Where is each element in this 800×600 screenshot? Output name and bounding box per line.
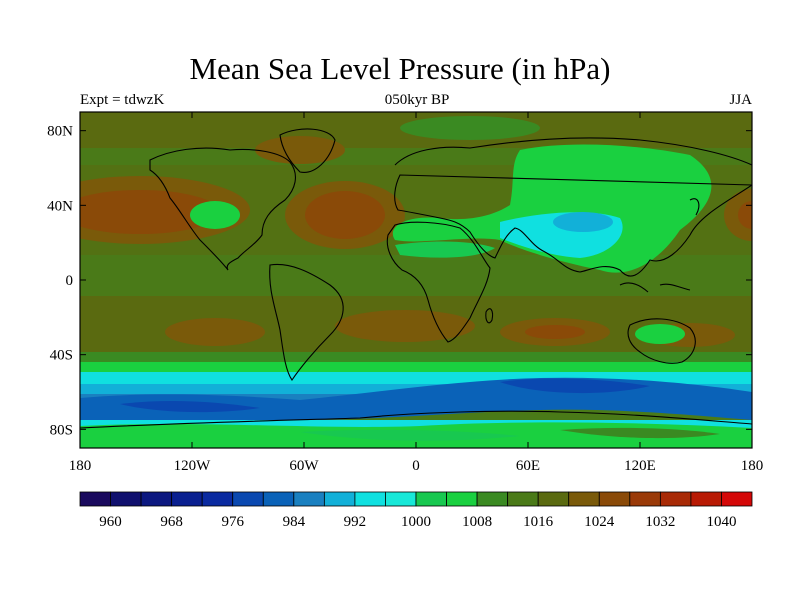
colorbar-swatch <box>354 491 386 507</box>
colorbar-swatch <box>568 491 600 507</box>
colorbar-swatch <box>721 491 753 507</box>
lon-tick-label: 180 <box>741 458 764 474</box>
time-label: 050kyr BP <box>384 92 450 108</box>
colorbar-swatch <box>659 491 692 507</box>
longitude-axis: 180 120W 60W 0 60E 120E 180 <box>69 112 764 474</box>
colorbar-label: 1008 <box>462 514 492 530</box>
colorbar-swatch <box>232 491 264 507</box>
colorbar-swatch <box>629 491 661 507</box>
colorbar-label: 1016 <box>523 514 554 530</box>
colorbar-swatch <box>507 491 539 507</box>
pressure-field <box>80 112 752 448</box>
colorbar-swatch <box>201 491 234 507</box>
chart-title: Mean Sea Level Pressure (in hPa) <box>189 51 611 86</box>
coastlines <box>80 128 752 429</box>
colorbar-label: 984 <box>283 514 306 530</box>
colorbar-swatch <box>690 491 722 507</box>
colorbar-swatch <box>293 491 325 507</box>
lat-tick-label: 80N <box>47 124 73 140</box>
colorbar-label: 992 <box>344 514 367 530</box>
colorbar-swatch <box>79 491 111 507</box>
colorbar-label: 976 <box>221 514 244 530</box>
colorbar-swatch <box>140 491 173 507</box>
colorbar-swatch <box>110 491 142 507</box>
colorbar-label: 960 <box>99 514 122 530</box>
lat-tick-label: 40S <box>50 348 73 364</box>
experiment-label: Expt = tdwzK <box>80 92 165 108</box>
colorbar-label: 1000 <box>401 514 431 530</box>
lat-tick-label: 80S <box>50 422 73 438</box>
lon-tick-label: 60E <box>516 458 540 474</box>
lon-tick-label: 120E <box>624 458 656 474</box>
colorbar: 960 968 976 984 992 1000 1008 1016 1024 1032 1040 <box>79 491 753 530</box>
lon-tick-label: 60W <box>289 458 319 474</box>
colorbar-swatch <box>415 491 447 507</box>
colorbar-swatch <box>446 491 478 507</box>
lat-tick-label: 40N <box>47 198 73 214</box>
lon-tick-label: 120W <box>174 458 212 474</box>
colorbar-swatch <box>171 491 203 507</box>
lon-tick-label: 180 <box>69 458 92 474</box>
colorbar-label: 968 <box>160 514 183 530</box>
lon-tick-label: 0 <box>412 458 420 474</box>
colorbar-swatch <box>537 491 570 507</box>
lat-tick-label: 0 <box>66 273 74 289</box>
colorbar-swatch <box>385 491 417 507</box>
colorbar-swatch <box>476 491 509 507</box>
latitude-axis: 80N 40N 0 40S 80S <box>47 124 752 438</box>
colorbar-swatch <box>598 491 631 507</box>
season-label: JJA <box>729 92 752 108</box>
colorbar-label: 1032 <box>645 514 675 530</box>
colorbar-swatch <box>262 491 295 507</box>
colorbar-label: 1040 <box>706 514 736 530</box>
colorbar-swatch <box>323 491 356 507</box>
colorbar-label: 1024 <box>584 514 615 530</box>
